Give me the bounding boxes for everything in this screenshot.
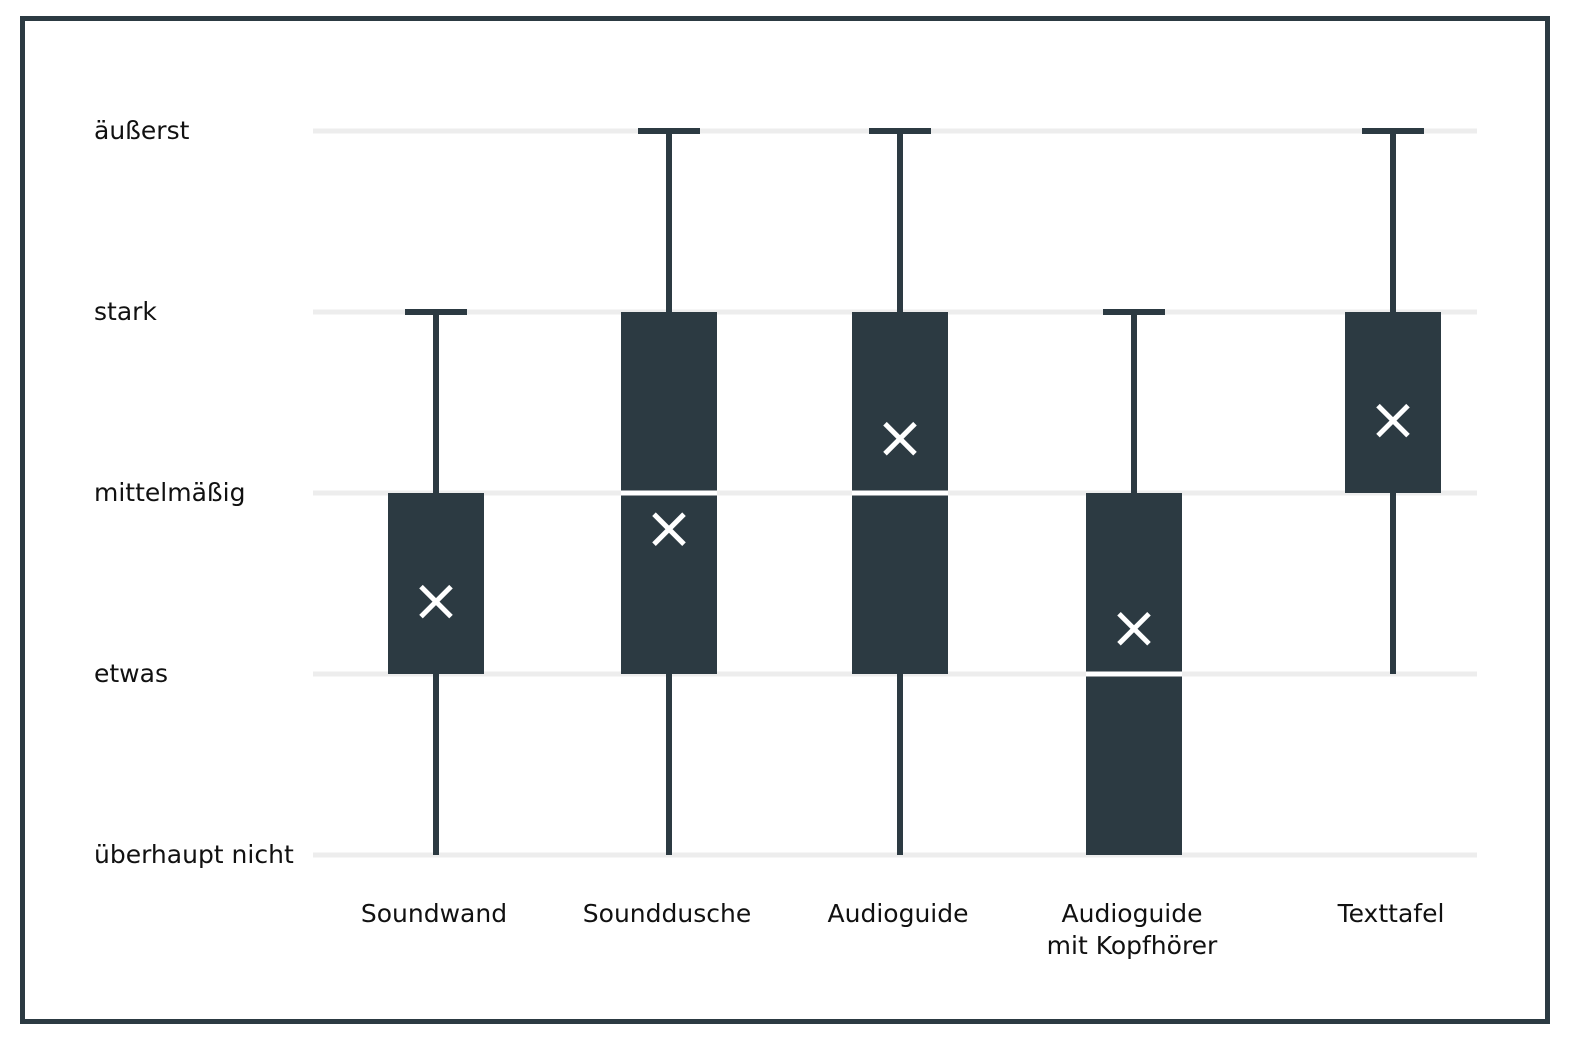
x-tick-label: Sounddusche <box>583 899 751 928</box>
mean-marker <box>1376 403 1410 438</box>
mean-marker <box>1117 611 1151 646</box>
mean-marker <box>652 512 686 546</box>
mean-marker <box>883 421 917 456</box>
y-tick-label: äußerst <box>94 116 190 145</box>
y-tick-label: stark <box>94 297 157 326</box>
box-iqr <box>1345 312 1441 493</box>
box-group <box>388 309 484 855</box>
box-group <box>1345 128 1441 674</box>
boxes <box>388 128 1441 855</box>
x-tick-label: Texttafel <box>1337 899 1445 928</box>
chart-frame <box>20 16 1550 1024</box>
box-group <box>1086 309 1182 855</box>
mean-marker <box>419 584 453 619</box>
y-tick-label: überhaupt nicht <box>94 840 294 869</box>
x-tick-label: Audioguide <box>828 899 969 928</box>
box-group <box>852 128 948 855</box>
box-group <box>621 128 717 855</box>
x-tick-label: Audioguide mit Kopfhörer <box>1047 899 1218 960</box>
x-axis-labels: Soundwand Sounddusche Audioguide Audioguide… <box>361 899 1445 960</box>
y-tick-label: etwas <box>94 659 168 688</box>
y-tick-label: mittelmäßig <box>94 478 245 507</box>
x-tick-label: Soundwand <box>361 899 507 928</box>
y-axis-labels: überhaupt nicht etwas mittelmäßig stark äuße… <box>94 116 294 869</box>
box-iqr <box>388 493 484 674</box>
